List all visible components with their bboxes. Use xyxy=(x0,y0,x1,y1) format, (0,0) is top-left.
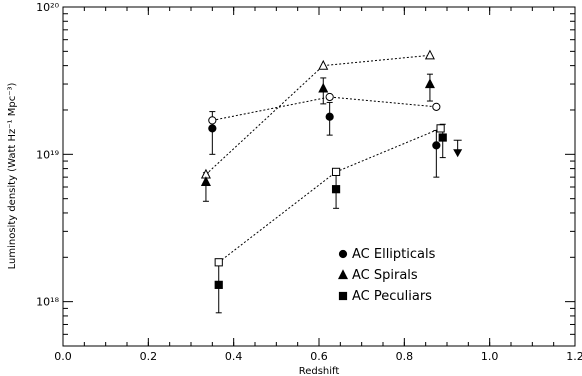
legend-triangle-marker xyxy=(337,269,349,280)
open-circle-marker xyxy=(325,92,334,102)
x-tick-label: 0.4 xyxy=(225,350,243,363)
series-connector-line xyxy=(205,54,430,175)
plot-frame xyxy=(62,6,576,347)
x-tick-label: 1.2 xyxy=(566,350,582,363)
open-triangle-marker xyxy=(318,59,329,70)
y-tick-label: 10¹⁹ xyxy=(36,148,59,161)
filled-circle-marker xyxy=(432,141,441,150)
x-tick-label: 0.2 xyxy=(140,350,158,363)
open-triangle-marker xyxy=(424,49,435,60)
tick-labels: 0.0 0.2 0.4 0.6 0.8 1.0 1.2 10¹⁸ 10¹⁹ 10²⁰ xyxy=(36,1,582,363)
legend-label: AC Peculiars xyxy=(352,289,432,304)
x-axis-label: Redshift xyxy=(299,366,340,376)
filled-triangle-marker xyxy=(200,176,211,186)
filled-circle-marker xyxy=(325,112,334,121)
legend-square-marker xyxy=(338,291,348,301)
x-tick-label: 0.8 xyxy=(396,350,414,363)
data-markers xyxy=(200,49,463,289)
legend-label: AC Spirals xyxy=(352,268,418,283)
open-circle-marker xyxy=(208,116,217,125)
filled-square-marker xyxy=(438,133,447,142)
legend-label: AC Ellipticals xyxy=(352,247,436,262)
filled-triangle-marker xyxy=(318,82,329,93)
upper-limit-arrow xyxy=(453,149,463,158)
axis-ticks xyxy=(62,6,576,347)
series-connector-line xyxy=(212,96,437,121)
open-square-marker xyxy=(214,258,223,267)
y-tick-label: 10²⁰ xyxy=(36,1,59,14)
x-tick-label: 0.6 xyxy=(310,350,328,363)
filled-triangle-marker xyxy=(424,78,435,89)
legend-circle-marker xyxy=(338,249,348,259)
y-axis-label: Luminosity density (Watt Hz⁻¹ Mpc⁻³) xyxy=(7,83,18,270)
y-tick-label: 10¹⁸ xyxy=(36,296,59,309)
filled-square-marker xyxy=(214,280,223,289)
legend: AC Ellipticals AC Spirals AC Peculiars xyxy=(337,247,436,304)
filled-circle-marker xyxy=(208,124,217,133)
x-tick-label: 0.0 xyxy=(54,350,72,363)
open-square-marker xyxy=(331,167,341,176)
series-connector-line xyxy=(218,127,441,263)
open-circle-marker xyxy=(432,102,441,111)
filled-square-marker xyxy=(331,185,341,194)
x-tick-label: 1.0 xyxy=(481,350,499,363)
open-square-marker xyxy=(436,124,445,133)
error-bars xyxy=(202,73,462,314)
